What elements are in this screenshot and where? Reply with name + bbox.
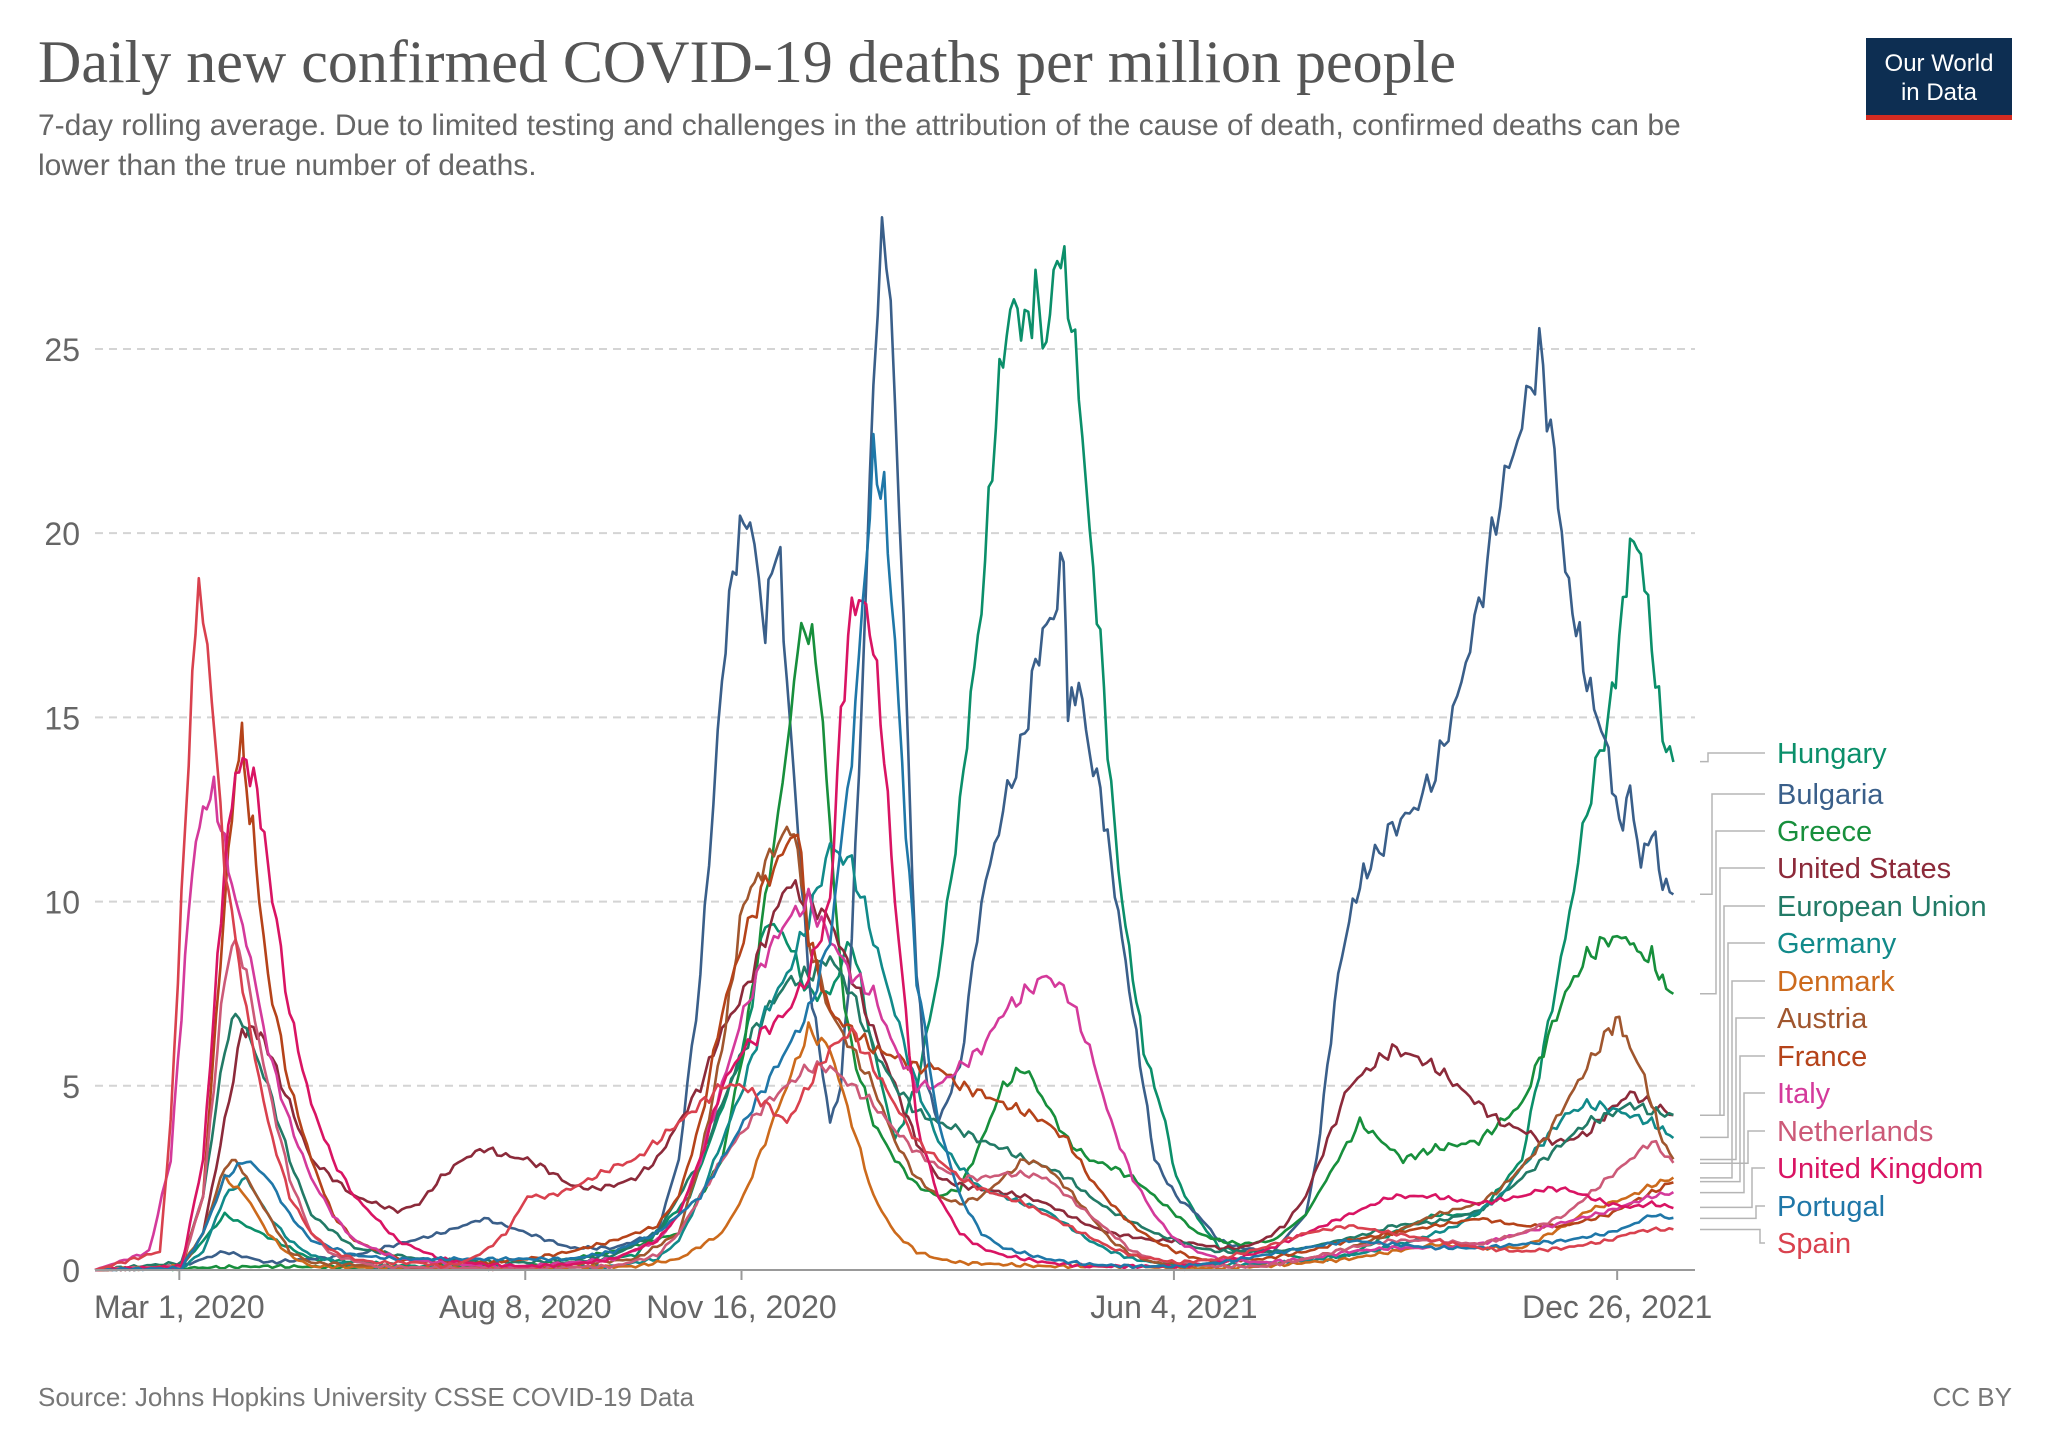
legend-connector: [1700, 793, 1765, 895]
owid-logo[interactable]: Our World in Data: [1866, 38, 2012, 120]
legend-label-united-kingdom[interactable]: United Kingdom: [1777, 1153, 1983, 1185]
legend-label-united-states[interactable]: United States: [1777, 853, 1951, 885]
legend-label-denmark[interactable]: Denmark: [1777, 966, 1895, 998]
x-tick-label: Aug 8, 2020: [439, 1289, 612, 1325]
y-tick-label: 25: [44, 332, 80, 368]
x-tick-label: Mar 1, 2020: [94, 1289, 265, 1325]
legend-label-italy[interactable]: Italy: [1777, 1078, 1831, 1110]
series-lines: [94, 216, 1675, 1272]
legend-label-netherlands[interactable]: Netherlands: [1777, 1116, 1933, 1148]
legend-label-spain[interactable]: Spain: [1777, 1228, 1851, 1260]
legend-label-european-union[interactable]: European Union: [1777, 891, 1987, 923]
x-tick-label: Dec 26, 2021: [1522, 1289, 1712, 1325]
legend-label-germany[interactable]: Germany: [1777, 928, 1897, 960]
legend-label-greece[interactable]: Greece: [1777, 816, 1872, 848]
legend-label-hungary[interactable]: Hungary: [1777, 738, 1887, 770]
chart-title: Daily new confirmed COVID-19 deaths per …: [38, 29, 1456, 95]
legend-connector: [1700, 1130, 1765, 1164]
legend-connector: [1700, 1092, 1765, 1194]
legend-connector: [1700, 1055, 1765, 1183]
y-tick-label: 0: [62, 1253, 80, 1289]
y-tick-label: 10: [44, 885, 80, 921]
x-tick-label: Nov 16, 2020: [646, 1289, 836, 1325]
series-line-austria[interactable]: [94, 825, 1675, 1272]
y-tick-label: 5: [62, 1069, 80, 1105]
legend-connector: [1700, 830, 1765, 995]
chart-subtitle: 7-day rolling average. Due to limited te…: [38, 109, 1681, 182]
series-line-portugal[interactable]: [94, 432, 1674, 1272]
series-line-united-kingdom[interactable]: [95, 596, 1674, 1272]
series-line-netherlands[interactable]: [94, 938, 1675, 1272]
source-note: Source: Johns Hopkins University CSSE CO…: [38, 1382, 695, 1412]
legend-connector: [1700, 1167, 1765, 1209]
legend[interactable]: Hungary Bulgaria Greece United States Europe…: [1700, 738, 1987, 1260]
gridlines: [95, 347, 1695, 1087]
logo-line-1: Our World: [1884, 50, 1994, 77]
legend-label-france[interactable]: France: [1777, 1041, 1867, 1073]
legend-connector: [1700, 1017, 1765, 1161]
legend-label-bulgaria[interactable]: Bulgaria: [1777, 779, 1884, 811]
series-line-spain[interactable]: [94, 576, 1674, 1272]
legend-connector: [1700, 1205, 1765, 1220]
series-line-france[interactable]: [95, 721, 1674, 1272]
series-line-greece[interactable]: [94, 621, 1675, 1272]
license-link[interactable]: CC BY: [1932, 1382, 2012, 1412]
x-tick-label: Jun 4, 2021: [1090, 1289, 1257, 1325]
logo-line-2: in Data: [1900, 79, 1978, 106]
y-tick-label: 20: [44, 516, 80, 552]
legend-connector: [1700, 905, 1765, 1117]
y-tick-label: 15: [44, 700, 80, 736]
legend-connector: [1700, 752, 1765, 763]
legend-connector: [1700, 1228, 1765, 1244]
legend-label-portugal[interactable]: Portugal: [1777, 1191, 1885, 1223]
legend-connector: [1700, 980, 1765, 1179]
series-line-european-union[interactable]: [94, 955, 1674, 1272]
axes: 0 5 10 15 20 25 Mar 1, 2020 Aug 8, 2020 Nov 16, …: [44, 332, 1712, 1325]
series-line-italy[interactable]: [94, 775, 1675, 1272]
legend-label-austria[interactable]: Austria: [1777, 1003, 1868, 1035]
legend-connector: [1700, 942, 1765, 1139]
